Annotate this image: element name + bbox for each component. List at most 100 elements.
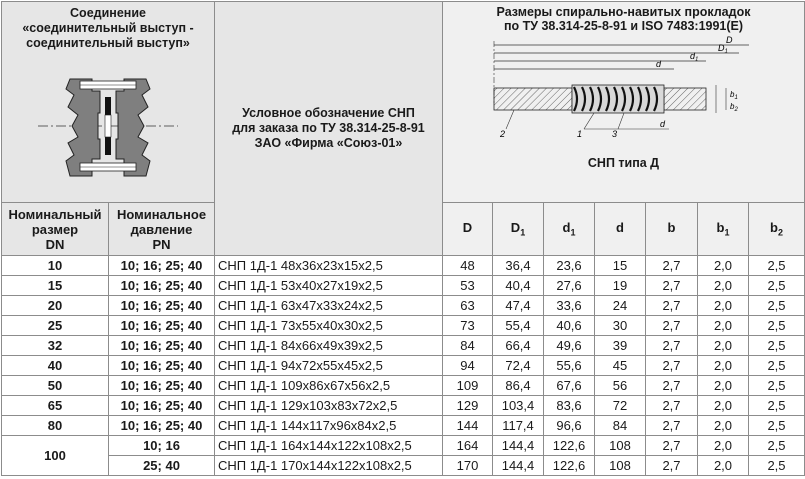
d1-cell: 122,6 <box>543 455 595 476</box>
designation-cell: СНП 1Д-1 129х103х83х72х2,5 <box>214 395 443 416</box>
designation-cell: СНП 1Д-1 73х55х40х30х2,5 <box>214 315 443 336</box>
D1-cell: 55,4 <box>492 315 544 336</box>
designation-cell: СНП 1Д-1 53х40х27х19х2,5 <box>214 275 443 296</box>
b-cell: 2,7 <box>645 255 698 276</box>
designation-cell: СНП 1Д-1 109х86х67х56х2,5 <box>214 375 443 396</box>
d1-cell: 55,6 <box>543 355 595 376</box>
D1-cell: 72,4 <box>492 355 544 376</box>
designation-cell: СНП 1Д-1 94х72х55х45х2,5 <box>214 355 443 376</box>
D1-cell: 117,4 <box>492 415 544 436</box>
D1-cell: 36,4 <box>492 255 544 276</box>
b2-cell: 2,5 <box>748 315 805 336</box>
pn-cell: 10; 16; 25; 40 <box>108 255 215 276</box>
d1-cell: 33,6 <box>543 295 595 316</box>
b1-cell: 2,0 <box>697 355 749 376</box>
col-b1-header: b1 <box>697 202 749 256</box>
designation-title-line: Условное обозначение СНП <box>242 106 415 120</box>
D1-cell: 40,4 <box>492 275 544 296</box>
table-row: 40 10; 16; 25; 40 СНП 1Д-1 94х72х55х45х2… <box>1 355 805 376</box>
d1-cell: 23,6 <box>543 255 595 276</box>
dn-cell: 32 <box>1 335 109 356</box>
b-cell: 2,7 <box>645 275 698 296</box>
D1-cell: 144,4 <box>492 435 544 456</box>
table-row: 20 10; 16; 25; 40 СНП 1Д-1 63х47х33х24х2… <box>1 295 805 316</box>
col-d-header: d <box>594 202 646 256</box>
callout-3: 3 <box>612 129 617 139</box>
pn-header-line: давление <box>130 221 193 237</box>
pn-cell: 10; 16; 25; 40 <box>108 295 215 316</box>
dim-b2-label: b2 <box>730 102 738 113</box>
b1-cell: 2,0 <box>697 315 749 336</box>
col-d1-header: d1 <box>543 202 595 256</box>
gasket-section-drawing: D D1 d1 d b1 b2 <box>493 35 749 139</box>
b2-cell: 2,5 <box>748 355 805 376</box>
d1-cell: 27,6 <box>543 275 595 296</box>
D1-cell: 66,4 <box>492 335 544 356</box>
D-cell: 129 <box>442 395 493 416</box>
pn-cell: 10; 16; 25; 40 <box>108 315 215 336</box>
col-header-text: b <box>716 220 725 236</box>
designation-title: Условное обозначение СНП для заказа по Т… <box>216 106 442 151</box>
d-cell: 39 <box>594 335 646 356</box>
d-cell: 84 <box>594 415 646 436</box>
b2-cell: 2,5 <box>748 255 805 276</box>
b-cell: 2,7 <box>645 435 698 456</box>
dn-cell: 100 <box>1 435 109 476</box>
d1-cell: 96,6 <box>543 415 595 436</box>
designation-cell: СНП 1Д-1 84х66х49х39х2,5 <box>214 335 443 356</box>
designation-cell: СНП 1Д-1 63х47х33х24х2,5 <box>214 295 443 316</box>
callout-2: 2 <box>499 129 505 139</box>
col-header-text: b <box>667 220 676 236</box>
connection-header-cell: Соединение «соединительный выступ - соед… <box>1 1 215 203</box>
designation-cell: СНП 1Д-1 144х117х96х84х2,5 <box>214 415 443 436</box>
col-header-sub: 1 <box>520 227 526 238</box>
b-cell: 2,7 <box>645 295 698 316</box>
d1-cell: 67,6 <box>543 375 595 396</box>
col-header-sub: 1 <box>570 227 576 238</box>
b2-cell: 2,5 <box>748 275 805 296</box>
connection-title: Соединение «соединительный выступ - соед… <box>3 3 214 52</box>
d-cell: 56 <box>594 375 646 396</box>
dim-b1-label: b1 <box>730 90 738 101</box>
col-D-header: D <box>442 202 493 256</box>
dn-cell: 15 <box>1 275 109 296</box>
b2-cell: 2,5 <box>748 455 805 476</box>
b-cell: 2,7 <box>645 395 698 416</box>
D-cell: 73 <box>442 315 493 336</box>
b-cell: 2,7 <box>645 335 698 356</box>
d-cell: 108 <box>594 455 646 476</box>
b2-cell: 2,5 <box>748 435 805 456</box>
designation-cell: СНП 1Д-1 170х144х122х108х2,5 <box>214 455 443 476</box>
pn-column-header: Номинальное давление PN <box>108 202 215 256</box>
D-cell: 84 <box>442 335 493 356</box>
b-cell: 2,7 <box>645 455 698 476</box>
table-row: 65 10; 16; 25; 40 СНП 1Д-1 129х103х83х72… <box>1 395 805 416</box>
dn-header-line: DN <box>45 236 65 252</box>
D-cell: 94 <box>442 355 493 376</box>
d1-cell: 83,6 <box>543 395 595 416</box>
table-row: 10 10; 16; 25; 40 СНП 1Д-1 48х36х23х15х2… <box>1 255 805 276</box>
d-cell: 30 <box>594 315 646 336</box>
col-header-text: D <box>510 220 521 236</box>
b2-cell: 2,5 <box>748 415 805 436</box>
col-header-sub: 2 <box>777 227 783 238</box>
dn-header-line: размер <box>31 221 79 237</box>
connection-title-line: «соединительный выступ - <box>22 21 194 35</box>
sizes-header-cell: Размеры спирально-навитых прокладок по Т… <box>442 1 805 203</box>
dn-header-line: Номинальный <box>8 206 102 222</box>
b-cell: 2,7 <box>645 375 698 396</box>
b1-cell: 2,0 <box>697 455 749 476</box>
sizes-title: Размеры спирально-навитых прокладок по Т… <box>444 3 804 33</box>
d1-cell: 49,6 <box>543 335 595 356</box>
connection-title-line: Соединение <box>70 6 146 20</box>
b1-cell: 2,0 <box>697 435 749 456</box>
pn-cell: 10; 16; 25; 40 <box>108 375 215 396</box>
b-cell: 2,7 <box>645 315 698 336</box>
d1-cell: 122,6 <box>543 435 595 456</box>
table-row: 80 10; 16; 25; 40 СНП 1Д-1 144х117х96х84… <box>1 415 805 436</box>
dn-column-header: Номинальный размер DN <box>1 202 109 256</box>
flange-connection-drawing <box>38 78 178 177</box>
pn-cell: 10; 16; 25; 40 <box>108 335 215 356</box>
b2-cell: 2,5 <box>748 335 805 356</box>
b1-cell: 2,0 <box>697 275 749 296</box>
